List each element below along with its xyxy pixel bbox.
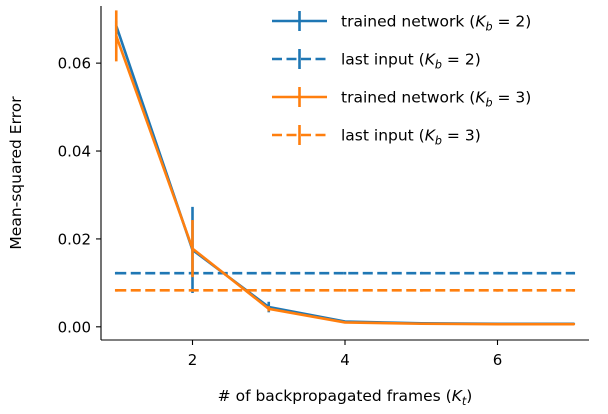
series-1 bbox=[114, 271, 576, 275]
series-line-2 bbox=[114, 34, 576, 326]
legend-entry-2: trained network (Kb​ = 3) bbox=[272, 87, 531, 110]
series-3 bbox=[114, 289, 576, 292]
series-line-0 bbox=[114, 24, 576, 326]
legend-entry-1: last input (Kb​ = 2) bbox=[272, 49, 481, 72]
x-tick-label: 2 bbox=[188, 351, 198, 369]
y-tick-label: 0.04 bbox=[58, 143, 91, 161]
x-tick-label: 4 bbox=[340, 351, 350, 369]
legend-label-2: trained network (Kb​ = 3) bbox=[341, 89, 531, 110]
legend: trained network (Kb​ = 2) last input (Kb​… bbox=[272, 11, 531, 148]
plot-area bbox=[114, 10, 576, 326]
y-tick-label: 0.02 bbox=[58, 230, 91, 248]
legend-label-1: last input (Kb​ = 2) bbox=[341, 51, 481, 72]
axes: 2 4 6 0.00 0.02 0.04 0.06 # of backpropagated f… bbox=[7, 6, 589, 408]
legend-label-0: trained network (Kb​ = 2) bbox=[341, 13, 531, 34]
y-tick-label: 0.00 bbox=[58, 318, 91, 336]
y-tick-label: 0.06 bbox=[58, 55, 91, 73]
x-axis-label: # of backpropagated frames (Kt​) bbox=[218, 387, 473, 408]
series-2 bbox=[114, 10, 576, 326]
legend-entry-0: trained network (Kb​ = 2) bbox=[272, 11, 531, 34]
x-tick-label: 6 bbox=[493, 351, 503, 369]
y-axis-label: Mean-squared Error bbox=[7, 96, 25, 250]
legend-entry-3: last input (Kb​ = 3) bbox=[272, 125, 481, 148]
legend-label-3: last input (Kb​ = 3) bbox=[341, 127, 481, 148]
